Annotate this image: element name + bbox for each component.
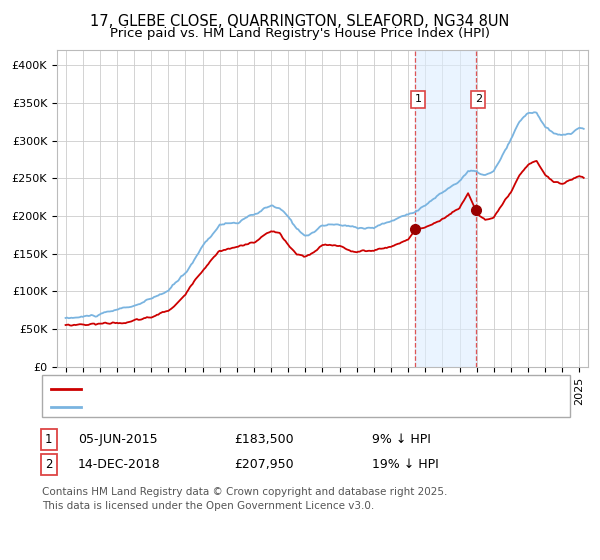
Text: This data is licensed under the Open Government Licence v3.0.: This data is licensed under the Open Gov… <box>42 501 374 511</box>
Text: 1: 1 <box>45 433 53 446</box>
Text: 14-DEC-2018: 14-DEC-2018 <box>78 458 161 472</box>
Text: Contains HM Land Registry data © Crown copyright and database right 2025.: Contains HM Land Registry data © Crown c… <box>42 487 448 497</box>
Text: 17, GLEBE CLOSE, QUARRINGTON, SLEAFORD, NG34 8UN: 17, GLEBE CLOSE, QUARRINGTON, SLEAFORD, … <box>91 14 509 29</box>
Text: 2: 2 <box>45 458 53 472</box>
Text: £207,950: £207,950 <box>234 458 293 472</box>
Text: 19% ↓ HPI: 19% ↓ HPI <box>372 458 439 472</box>
Text: 17, GLEBE CLOSE, QUARRINGTON, SLEAFORD, NG34 8UN (detached house): 17, GLEBE CLOSE, QUARRINGTON, SLEAFORD, … <box>87 382 562 395</box>
Bar <box>415 50 476 367</box>
Text: 2: 2 <box>475 95 482 104</box>
Text: 1: 1 <box>415 95 421 104</box>
Text: Price paid vs. HM Land Registry's House Price Index (HPI): Price paid vs. HM Land Registry's House … <box>110 27 490 40</box>
Text: £183,500: £183,500 <box>234 433 293 446</box>
Text: HPI: Average price, detached house, North Kesteven: HPI: Average price, detached house, Nort… <box>87 400 415 413</box>
Text: 05-JUN-2015: 05-JUN-2015 <box>78 433 158 446</box>
Text: 9% ↓ HPI: 9% ↓ HPI <box>372 433 431 446</box>
